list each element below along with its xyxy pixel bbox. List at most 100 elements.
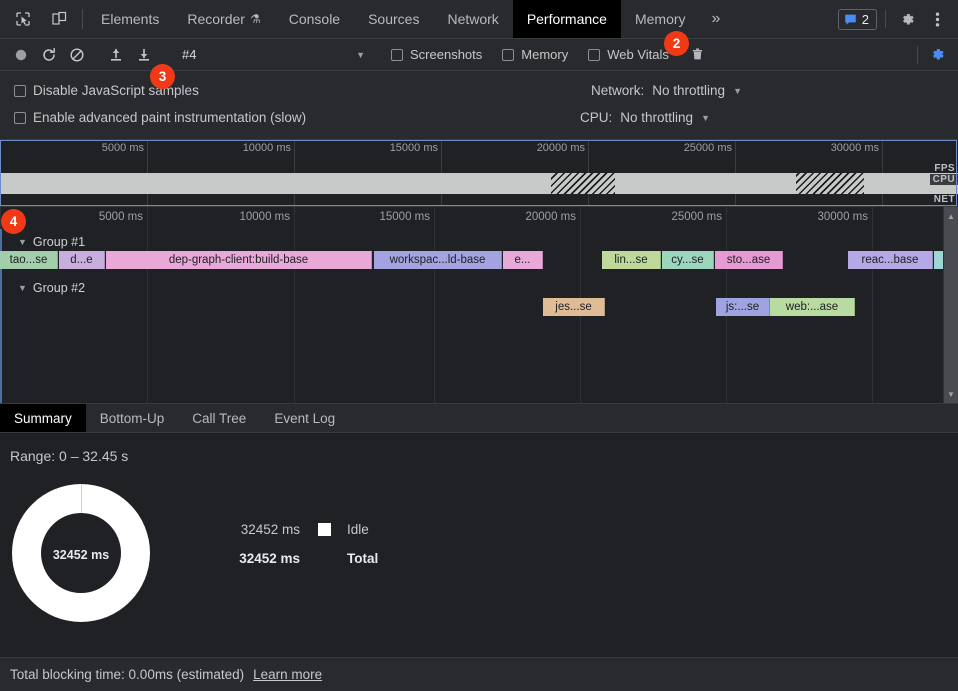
tab-network[interactable]: Network	[433, 0, 512, 38]
flame-bar[interactable]: reac...base	[848, 251, 933, 269]
tabbar-tool-icons	[0, 0, 78, 38]
flame-tick-label: 20000 ms	[525, 211, 576, 223]
tab-event-log-label: Event Log	[274, 410, 336, 426]
scrollbar-up-arrow-icon[interactable]: ▲	[947, 211, 955, 221]
record-button[interactable]	[8, 43, 34, 67]
flame-bar[interactable]: web:...ase	[770, 298, 855, 316]
flame-group-1-bars: tao...se d...e dep-graph-client:build-ba…	[0, 251, 943, 269]
flame-group-header-1[interactable]: ▼ Group #1	[0, 232, 943, 251]
tab-bottom-up-label: Bottom-Up	[99, 410, 165, 426]
advanced-paint-checkbox[interactable]: Enable advanced paint instrumentation (s…	[10, 110, 310, 125]
legend-idle-swatch	[318, 523, 331, 536]
cpu-throttling-value[interactable]: No throttling	[620, 110, 694, 125]
network-throttling-control: Network: No throttling ▼	[591, 83, 958, 98]
flame-bar[interactable]: cy...se	[662, 251, 714, 269]
clear-recording-button[interactable]	[64, 43, 90, 67]
delete-recording-button[interactable]	[685, 43, 711, 67]
cpu-chevron-down-icon[interactable]: ▼	[701, 112, 710, 123]
tab-recorder-label: Recorder	[187, 11, 245, 27]
tab-performance-label: Performance	[526, 11, 607, 27]
tab-recorder[interactable]: Recorder ⚗	[173, 0, 274, 38]
overview-tick-label: 20000 ms	[536, 142, 585, 154]
flame-bar[interactable]: dep-graph-client:build-base	[106, 251, 372, 269]
overview-tick-label: 15000 ms	[389, 142, 438, 154]
scrollbar-down-arrow-icon[interactable]: ▼	[947, 389, 955, 399]
tab-elements[interactable]: Elements	[87, 0, 173, 38]
flame-chart[interactable]: 5000 ms 10000 ms 15000 ms 20000 ms 25000…	[0, 207, 943, 403]
tab-memory[interactable]: Memory	[621, 0, 700, 38]
memory-checkbox-label: Memory	[521, 47, 569, 62]
settings-gear-icon[interactable]	[894, 6, 920, 32]
summary-donut-chart[interactable]: 32452 ms	[12, 484, 150, 622]
network-throttling-value[interactable]: No throttling	[652, 83, 726, 98]
chevron-down-icon[interactable]: ▼	[18, 236, 27, 247]
flame-group-header-2[interactable]: ▼ Group #2	[0, 278, 943, 297]
network-throttling-label: Network:	[591, 83, 645, 98]
summary-body: 32452 ms 32452 ms Idle 32452 ms Total	[0, 464, 958, 622]
tab-sources[interactable]: Sources	[354, 0, 433, 38]
load-profile-button[interactable]	[103, 43, 129, 67]
chevron-down-icon[interactable]: ▼	[18, 282, 27, 293]
tab-bottom-up[interactable]: Bottom-Up	[86, 404, 179, 432]
flame-bar[interactable]: js:...se	[716, 298, 770, 316]
total-blocking-time-text: Total blocking time: 0.00ms (estimated)	[10, 667, 245, 682]
tab-performance[interactable]: Performance	[512, 0, 621, 38]
disable-js-samples-checkbox[interactable]: Disable JavaScript samples	[10, 83, 203, 98]
device-toolbar-icon[interactable]	[46, 6, 72, 32]
screenshots-checkbox-label: Screenshots	[410, 47, 483, 62]
more-options-kebab-icon[interactable]	[924, 6, 950, 32]
legend-idle-value: 32452 ms	[240, 522, 300, 537]
console-messages-badge[interactable]: 2	[837, 8, 877, 30]
flame-bar-label: js:...se	[725, 301, 760, 313]
flame-bar-label: workspac...ld-base	[389, 254, 486, 266]
overview-selection-window[interactable]	[0, 140, 957, 206]
flame-bar[interactable]: workspac...ld-base	[374, 251, 502, 269]
flame-bar[interactable]: tao...se	[0, 251, 58, 269]
flame-bar[interactable]	[934, 251, 943, 269]
flame-bar[interactable]: lin...se	[602, 251, 661, 269]
flame-bar-label: lin...se	[614, 254, 648, 266]
screenshots-checkbox-box	[391, 48, 403, 61]
profile-selector[interactable]: #4 ▼	[174, 44, 370, 66]
network-chevron-down-icon[interactable]: ▼	[733, 85, 742, 96]
flame-chart-ruler: 5000 ms 10000 ms 15000 ms 20000 ms 25000…	[0, 207, 943, 403]
flame-bar[interactable]: jes...se	[543, 298, 605, 316]
flame-group-1-label: Group #1	[32, 234, 86, 249]
timeline-overview[interactable]: 5000 ms 10000 ms 15000 ms 20000 ms 25000…	[0, 140, 958, 207]
detail-tabs: Summary Bottom-Up Call Tree Event Log	[0, 403, 958, 433]
flame-bar-label: sto...ase	[726, 254, 771, 266]
web-vitals-checkbox-box	[588, 48, 601, 61]
overview-tick-label: 5000 ms	[101, 142, 144, 154]
flame-chart-scrollbar[interactable]: ▲ ▼	[943, 207, 958, 403]
right-divider	[885, 10, 886, 28]
learn-more-link[interactable]: Learn more	[253, 667, 323, 682]
flask-icon: ⚗	[249, 12, 261, 26]
flame-bar-label: e...	[514, 254, 531, 266]
tab-event-log[interactable]: Event Log	[260, 404, 349, 432]
flame-bar[interactable]: d...e	[59, 251, 105, 269]
cpu-hatch-region	[796, 173, 864, 194]
memory-checkbox[interactable]: Memory	[498, 47, 572, 62]
reload-and-record-button[interactable]	[36, 43, 62, 67]
flame-bar-label: tao...se	[9, 254, 48, 266]
web-vitals-checkbox-label: Web Vitals	[607, 47, 669, 62]
inspect-element-icon[interactable]	[10, 6, 36, 32]
overview-label-cpu: CPU	[929, 174, 958, 185]
memory-checkbox-box	[502, 48, 515, 61]
annotation-marker-2: 2	[664, 31, 689, 56]
flame-bar[interactable]: e...	[503, 251, 543, 269]
tab-call-tree[interactable]: Call Tree	[178, 404, 260, 432]
flame-bar[interactable]: sto...ase	[715, 251, 783, 269]
flame-bar-label: web:...ase	[785, 301, 839, 313]
scrollbar-thumb[interactable]	[945, 225, 957, 345]
web-vitals-checkbox[interactable]: Web Vitals	[584, 47, 673, 62]
flame-tick-label: 25000 ms	[671, 211, 722, 223]
settings-row-1: Disable JavaScript samples Network: No t…	[0, 77, 958, 104]
screenshots-checkbox[interactable]: Screenshots	[387, 47, 486, 62]
annotation-marker-3: 3	[150, 64, 175, 89]
more-tabs-icon[interactable]: »	[711, 10, 721, 27]
tab-console[interactable]: Console	[275, 0, 354, 38]
save-profile-button[interactable]	[131, 43, 157, 67]
capture-settings-gear-icon[interactable]	[924, 43, 950, 67]
tab-summary[interactable]: Summary	[0, 404, 86, 432]
